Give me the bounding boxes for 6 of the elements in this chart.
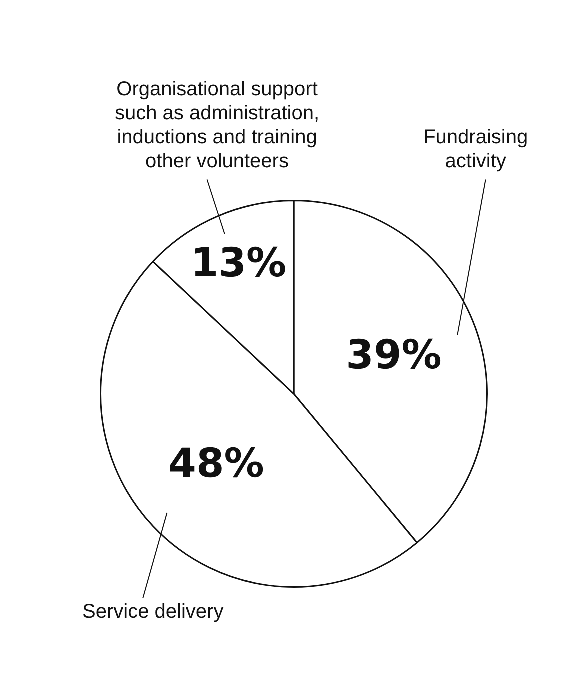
data-label: 48%	[168, 441, 264, 488]
data-label: 39%	[346, 332, 442, 378]
data-label: 13%	[190, 240, 287, 287]
slice-label: Organisational support such as administration, inductions and training other volunteers	[114, 78, 320, 172]
slice-label: Service delivery	[82, 600, 224, 623]
slice-label: Fundraising activity	[424, 126, 528, 172]
